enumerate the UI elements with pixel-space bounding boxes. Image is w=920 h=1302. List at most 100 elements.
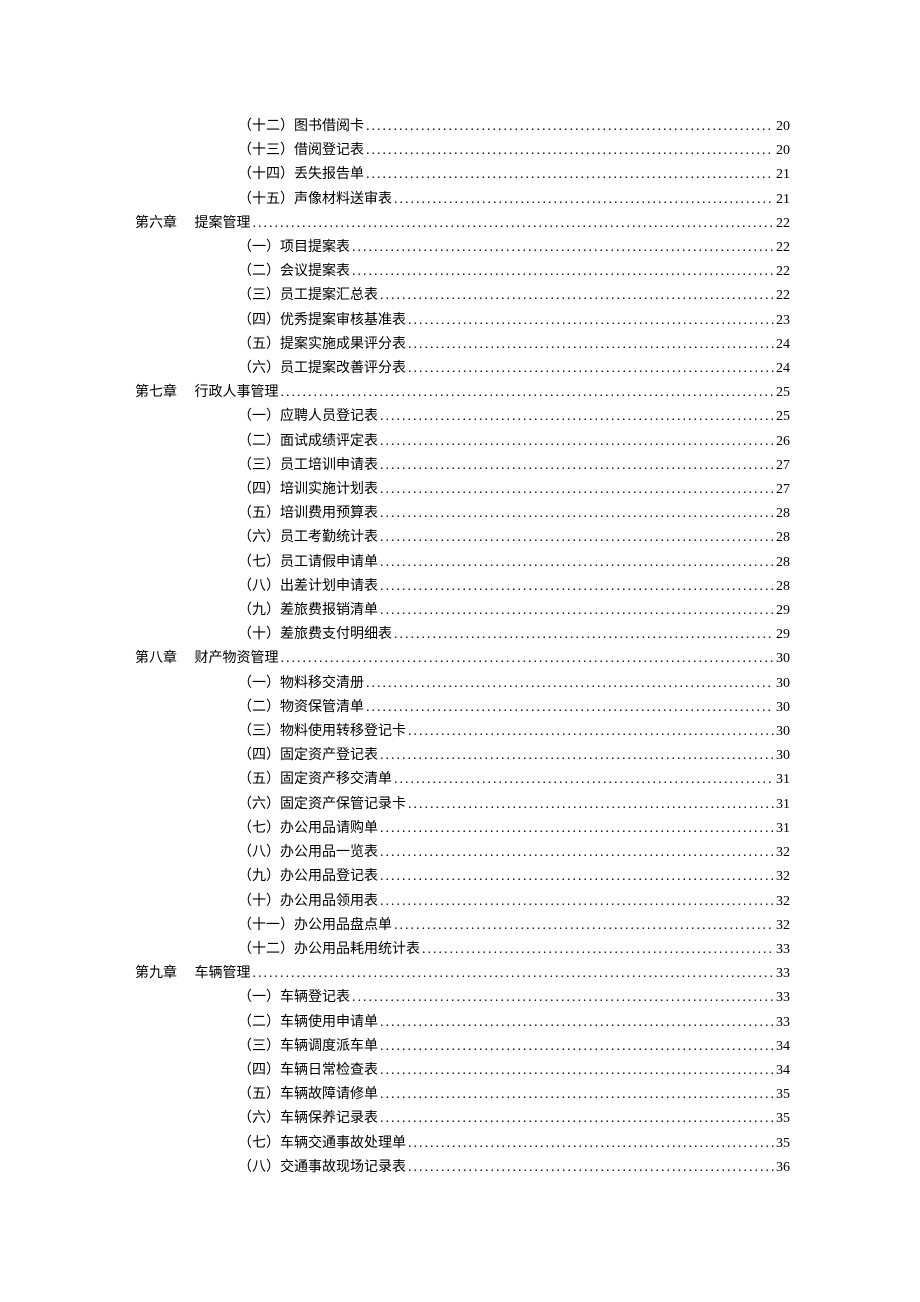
toc-entry: （六）员工提案改善评分表............................… <box>135 357 790 381</box>
toc-label: （四）优秀提案审核基准表 <box>238 309 406 333</box>
toc-label: （二）面试成绩评定表 <box>238 430 378 454</box>
toc-page-number: 24 <box>776 357 790 381</box>
toc-leader-dots: ........................................… <box>380 284 774 308</box>
toc-label: （三）物料使用转移登记卡 <box>238 720 406 744</box>
toc-entry: （五）固定资产移交清单.............................… <box>135 768 790 792</box>
toc-label: （十二）图书借阅卡 <box>238 115 364 139</box>
toc-label: （五）提案实施成果评分表 <box>238 333 406 357</box>
toc-page-number: 36 <box>776 1156 790 1180</box>
toc-entry: 第七章 行政人事管理..............................… <box>135 381 790 405</box>
toc-leader-dots: ........................................… <box>352 986 774 1010</box>
toc-entry: 第九章 车辆管理................................… <box>135 962 790 986</box>
toc-label: 第九章 车辆管理 <box>135 962 251 986</box>
toc-leader-dots: ........................................… <box>281 381 775 405</box>
toc-page-number: 21 <box>776 163 790 187</box>
toc-leader-dots: ........................................… <box>352 236 774 260</box>
toc-page-number: 31 <box>776 793 790 817</box>
toc-label: （一）应聘人员登记表 <box>238 405 378 429</box>
toc-label: （八）办公用品一览表 <box>238 841 378 865</box>
toc-page-number: 34 <box>776 1059 790 1083</box>
toc-label: （九）办公用品登记表 <box>238 865 378 889</box>
toc-label: （一）物料移交清册 <box>238 672 364 696</box>
toc-leader-dots: ........................................… <box>408 1132 774 1156</box>
toc-label: （十）差旅费支付明细表 <box>238 623 392 647</box>
toc-page-number: 27 <box>776 454 790 478</box>
toc-page-number: 22 <box>776 212 790 236</box>
toc-leader-dots: ........................................… <box>366 115 774 139</box>
toc-entry: （四）培训实施计划表..............................… <box>135 478 790 502</box>
toc-page-number: 33 <box>776 938 790 962</box>
toc-entry: （七）办公用品请购单..............................… <box>135 817 790 841</box>
toc-leader-dots: ........................................… <box>380 551 774 575</box>
toc-leader-dots: ........................................… <box>380 526 774 550</box>
toc-label: （四）固定资产登记表 <box>238 744 378 768</box>
toc-entry: （三）物料使用转移登记卡............................… <box>135 720 790 744</box>
toc-leader-dots: ........................................… <box>380 890 774 914</box>
toc-leader-dots: ........................................… <box>380 744 774 768</box>
toc-entry: （一）物料移交清册...............................… <box>135 672 790 696</box>
toc-leader-dots: ........................................… <box>380 1059 774 1083</box>
toc-page-number: 33 <box>776 962 790 986</box>
toc-entry: （二）车辆使用申请单..............................… <box>135 1011 790 1035</box>
toc-entry: （三）车辆调度派车单..............................… <box>135 1035 790 1059</box>
toc-leader-dots: ........................................… <box>408 333 774 357</box>
toc-entry: （十四）丢失报告单...............................… <box>135 163 790 187</box>
toc-leader-dots: ........................................… <box>366 672 774 696</box>
toc-page-number: 28 <box>776 526 790 550</box>
toc-label: （六）员工考勤统计表 <box>238 526 378 550</box>
toc-leader-dots: ........................................… <box>394 188 774 212</box>
toc-entry: （六）车辆保养记录表..............................… <box>135 1107 790 1131</box>
toc-leader-dots: ........................................… <box>352 260 774 284</box>
toc-page-number: 23 <box>776 309 790 333</box>
toc-label: （六）员工提案改善评分表 <box>238 357 406 381</box>
toc-entry: （二）物资保管清单...............................… <box>135 696 790 720</box>
toc-leader-dots: ........................................… <box>408 309 774 333</box>
toc-page-number: 32 <box>776 890 790 914</box>
toc-label: （十一）办公用品盘点单 <box>238 914 392 938</box>
toc-leader-dots: ........................................… <box>380 841 774 865</box>
toc-leader-dots: ........................................… <box>380 478 774 502</box>
toc-page-number: 33 <box>776 986 790 1010</box>
toc-label: （十四）丢失报告单 <box>238 163 364 187</box>
toc-page-number: 35 <box>776 1107 790 1131</box>
toc-entry: （十二）办公用品耗用统计表...........................… <box>135 938 790 962</box>
toc-leader-dots: ........................................… <box>394 914 774 938</box>
toc-leader-dots: ........................................… <box>380 430 774 454</box>
toc-page-number: 28 <box>776 551 790 575</box>
toc-leader-dots: ........................................… <box>380 1107 774 1131</box>
toc-entry: （八）办公用品一览表..............................… <box>135 841 790 865</box>
toc-entry: （十一）办公用品盘点单.............................… <box>135 914 790 938</box>
toc-leader-dots: ........................................… <box>380 817 774 841</box>
toc-page-number: 30 <box>776 647 790 671</box>
toc-leader-dots: ........................................… <box>253 962 775 986</box>
toc-label: （九）差旅费报销清单 <box>238 599 378 623</box>
toc-entry: （五）培训费用预算表..............................… <box>135 502 790 526</box>
toc-leader-dots: ........................................… <box>366 163 774 187</box>
toc-page-number: 33 <box>776 1011 790 1035</box>
toc-leader-dots: ........................................… <box>366 696 774 720</box>
toc-label: （十二）办公用品耗用统计表 <box>238 938 420 962</box>
toc-leader-dots: ........................................… <box>408 357 774 381</box>
toc-page-number: 25 <box>776 381 790 405</box>
toc-leader-dots: ........................................… <box>380 1011 774 1035</box>
toc-entry: （五）提案实施成果评分表............................… <box>135 333 790 357</box>
toc-leader-dots: ........................................… <box>380 575 774 599</box>
toc-label: （十五）声像材料送审表 <box>238 188 392 212</box>
toc-label: （一）车辆登记表 <box>238 986 350 1010</box>
toc-leader-dots: ........................................… <box>380 1035 774 1059</box>
toc-page-number: 29 <box>776 599 790 623</box>
toc-page: （十二）图书借阅卡...............................… <box>0 0 920 1180</box>
toc-leader-dots: ........................................… <box>394 768 774 792</box>
toc-page-number: 30 <box>776 672 790 696</box>
toc-page-number: 32 <box>776 865 790 889</box>
toc-leader-dots: ........................................… <box>408 1156 774 1180</box>
toc-leader-dots: ........................................… <box>408 720 774 744</box>
toc-label: 第七章 行政人事管理 <box>135 381 279 405</box>
toc-label: （六）固定资产保管记录卡 <box>238 793 406 817</box>
toc-entry: （九）办公用品登记表..............................… <box>135 865 790 889</box>
toc-entry: （九）差旅费报销清单..............................… <box>135 599 790 623</box>
toc-label: （三）员工培训申请表 <box>238 454 378 478</box>
toc-leader-dots: ........................................… <box>253 212 775 236</box>
toc-page-number: 35 <box>776 1083 790 1107</box>
toc-entry: （一）车辆登记表................................… <box>135 986 790 1010</box>
